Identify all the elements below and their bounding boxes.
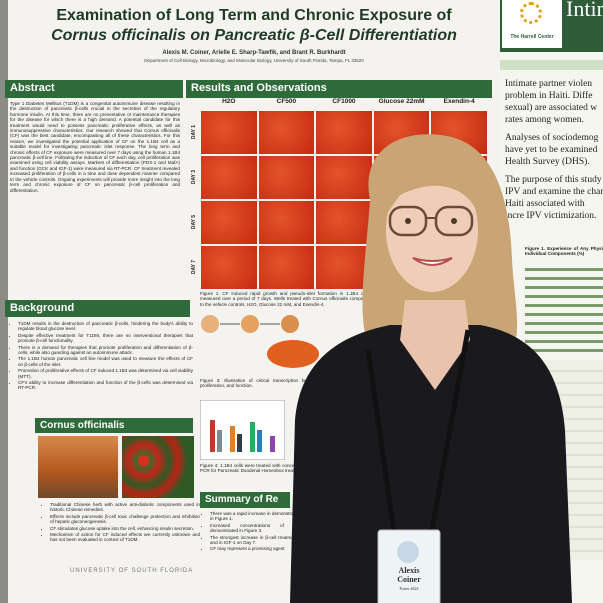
column-label: CF1000 — [332, 98, 356, 105]
micrograph — [316, 201, 372, 244]
cornus-list: Traditional Chinese herb with active ant… — [42, 502, 200, 544]
side-figure-caption: Figure 1. Experience of Any Physi Indivi… — [525, 246, 603, 257]
bullet: The purpose of this study IPV and examin… — [505, 175, 603, 221]
micrograph — [316, 111, 372, 154]
summary-list: There was a rapid increase in demonstrat… — [202, 511, 300, 553]
bullet: Promotion of proliferative effects of CF… — [18, 368, 193, 379]
badge-name: Alexis Coiner Poster #424 — [378, 566, 440, 593]
title-line: Examination of Long Term and Chronic Exp… — [56, 7, 452, 24]
bullet: T1DM results in the destruction of pancr… — [18, 321, 193, 332]
bar-figure — [200, 400, 285, 460]
bullet: Intimate partner violen problem in Haiti… — [505, 79, 598, 125]
bar-shape — [270, 436, 275, 452]
micrograph — [258, 246, 315, 289]
figure-caption: Figure 3: Illustration of critical trans… — [200, 378, 370, 389]
poster-board — [0, 0, 8, 603]
bullet: There is a demand for therapies that pro… — [18, 345, 193, 356]
bullet: Increased concentrations of CF demonstra… — [210, 523, 300, 534]
micrograph — [316, 246, 372, 289]
bullet: Despite effective treatment for T1DM, th… — [18, 333, 193, 344]
cell-icon — [201, 315, 219, 333]
cell-icon — [281, 315, 299, 333]
title-line: Cornus officinalis on Pancreatic β-Cell … — [51, 27, 457, 44]
lanyard — [427, 329, 471, 541]
eye — [405, 218, 411, 224]
bar-shape — [237, 434, 242, 452]
logo-box: The Harrell Center — [502, 0, 562, 48]
hair-front — [386, 156, 480, 215]
smile — [412, 257, 453, 266]
section-header: Results and Observations — [186, 80, 492, 98]
neck — [400, 300, 470, 390]
bullet: Mechanism of action for CF induced effec… — [50, 532, 200, 543]
bar-shape — [210, 420, 215, 452]
bullet: Effects include pancreatic β-cell toxic … — [50, 514, 200, 525]
column-label: Glucose 22mM — [378, 98, 425, 105]
affiliation: Department of Cell Biology, Microbiology… — [144, 58, 364, 63]
pathway-diagram — [201, 315, 319, 368]
bar-shape — [257, 430, 262, 452]
footer: UNIVERSITY OF SOUTH FLORIDA — [70, 568, 194, 574]
micrograph — [201, 111, 257, 154]
eye — [451, 218, 457, 224]
abstract-text: Type 1 Diabetes Mellitus (T1DM) is a con… — [10, 101, 180, 193]
pancreas-icon — [267, 340, 319, 368]
lanyard — [365, 349, 398, 541]
bullet: The 1.1B4 human pancreatic cell line mod… — [18, 356, 193, 367]
figure-caption: Figure 1: CF induced rapid growth and ps… — [200, 291, 370, 307]
section-header: Abstract — [5, 80, 183, 98]
bar-shape — [217, 430, 222, 452]
background-list: T1DM results in the destruction of pancr… — [10, 321, 193, 392]
figure-caption: Figure 4: 1.1B4 cells were treated with … — [200, 463, 370, 474]
micrograph — [201, 156, 257, 199]
authors: Alexis M. Coiner, Arielle E. Sharp-Tawfi… — [162, 50, 346, 56]
logo — [520, 2, 542, 24]
section-header: Background — [5, 300, 190, 317]
glasses-lens — [434, 205, 474, 237]
bullet: There was a rapid increase in demonstrat… — [210, 511, 300, 522]
bullet: CF may represent a promising agent — [210, 546, 300, 551]
badge-role: Poster #424 — [399, 586, 419, 591]
section-header: Cornus officinalis — [35, 418, 193, 433]
column-label: Exendin-4 — [443, 98, 475, 105]
bullet: CF stimulates glucose uptake into the ce… — [50, 526, 200, 531]
side-chart — [525, 262, 603, 352]
badge-logo — [397, 541, 419, 563]
bullet: Traditional Chinese herb with active ant… — [50, 502, 200, 513]
section-header: Summary of Re — [200, 492, 290, 508]
glasses-lens — [388, 205, 428, 237]
berry-photo — [122, 436, 194, 498]
poster-title: Examination of Long Term and Chronic Exp… — [10, 6, 498, 46]
bullet: The strongest increase in β-cell treatme… — [210, 535, 300, 546]
column-label: CF500 — [276, 98, 297, 105]
badge-last: Coiner — [397, 575, 421, 584]
bar-shape — [230, 426, 235, 452]
micrograph — [258, 201, 315, 244]
badge — [377, 529, 441, 603]
face — [386, 168, 478, 292]
side-list: Intimate partner violen problem in Haiti… — [505, 78, 603, 228]
side-title: Intim — [566, 0, 603, 21]
micrograph — [201, 201, 257, 244]
micrograph — [316, 156, 372, 199]
bullet: Analyses of sociodemog have yet to be ex… — [505, 133, 599, 167]
micrograph — [201, 246, 257, 289]
bullet: CF's ability to increase differentiation… — [18, 380, 193, 391]
cell-icon — [241, 315, 259, 333]
black-top — [290, 325, 572, 603]
micrograph — [258, 156, 315, 199]
bar-shape — [250, 422, 255, 452]
micrograph — [258, 111, 315, 154]
center-name: The Harrell Center — [510, 34, 554, 40]
badge-first: Alexis — [398, 566, 420, 575]
column-label: H2O — [222, 98, 236, 105]
tree-photo — [38, 436, 118, 498]
side-band — [500, 60, 603, 70]
